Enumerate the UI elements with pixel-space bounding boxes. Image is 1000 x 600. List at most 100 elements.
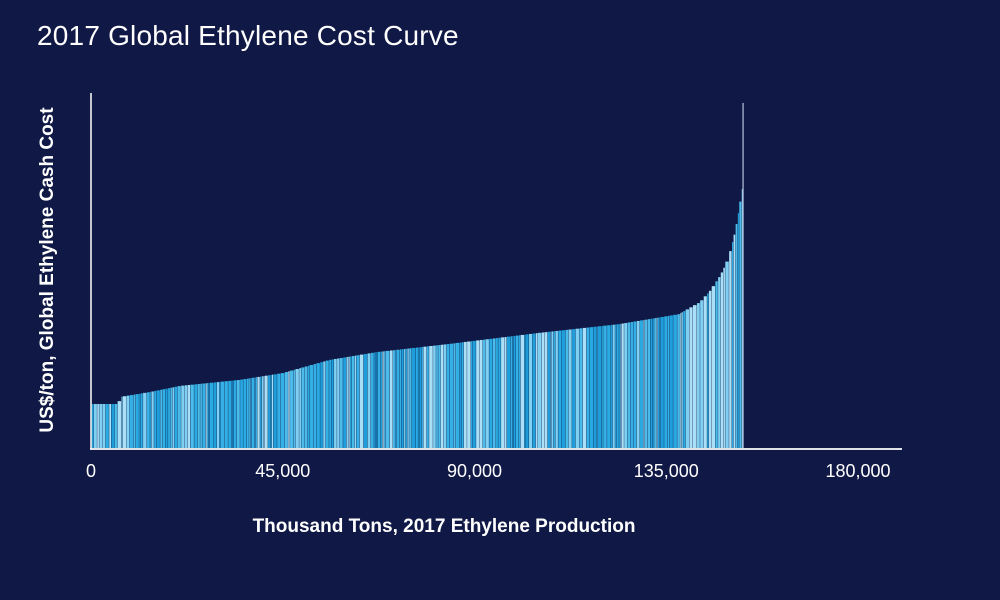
cost-bar: [114, 403, 118, 448]
cost-bar: [654, 318, 656, 448]
cost-bar: [433, 345, 436, 448]
cost-bar: [700, 300, 704, 448]
cost-bar: [261, 376, 264, 448]
cost-bar: [555, 330, 558, 448]
cost-bar: [264, 375, 268, 448]
cost-bar: [532, 333, 536, 448]
cost-bar: [551, 331, 554, 448]
cost-bar: [579, 328, 583, 448]
cost-bar: [228, 380, 232, 448]
cost-bar: [93, 403, 97, 448]
cost-bar: [650, 318, 653, 448]
cost-bar: [524, 334, 526, 448]
cost-bar: [598, 326, 602, 448]
cost-bar: [273, 374, 277, 448]
cost-bar: [735, 223, 738, 448]
cost-bar: [316, 363, 320, 448]
cost-bar: [593, 326, 597, 448]
cost-bar: [621, 323, 624, 448]
cost-bar: [652, 318, 654, 448]
cost-bar: [739, 201, 742, 448]
cost-bar: [438, 345, 441, 448]
cost-bar: [627, 322, 631, 448]
cost-bar: [363, 353, 368, 448]
cost-bar: [187, 385, 191, 448]
cost-bar: [667, 315, 670, 448]
cost-bar: [658, 317, 660, 448]
cost-bar: [681, 312, 683, 448]
cost-bar: [325, 360, 329, 448]
cost-bar: [350, 356, 352, 448]
cost-bar: [240, 379, 243, 448]
cost-bar: [102, 403, 106, 448]
cost-bar: [423, 346, 427, 448]
cost-bar: [162, 389, 166, 448]
cost-bar: [254, 377, 256, 448]
cost-bar: [419, 347, 422, 448]
cost-bar: [395, 349, 397, 448]
cost-bar: [535, 333, 538, 448]
cost-bar: [135, 394, 139, 448]
cost-bar: [293, 369, 296, 448]
cost-bar: [479, 339, 483, 448]
cost-curve-bars: [91, 102, 744, 448]
cost-bar: [401, 349, 404, 448]
cost-bar: [415, 347, 418, 448]
cost-bar: [284, 372, 288, 448]
cost-bar: [537, 332, 542, 448]
cost-bar: [664, 316, 668, 448]
cost-bar: [498, 337, 501, 448]
cost-bar: [568, 329, 572, 448]
cost-bar: [232, 380, 234, 448]
cost-bar: [703, 296, 707, 448]
cost-bar: [249, 378, 251, 448]
cost-bar: [339, 357, 343, 448]
cost-bar: [290, 370, 294, 448]
cost-bar: [117, 401, 122, 448]
cost-bar: [323, 361, 326, 448]
cost-bar: [405, 348, 407, 448]
cost-bar: [122, 396, 127, 448]
chart-title: 2017 Global Ethylene Cost Curve: [37, 20, 459, 51]
cost-bar: [334, 358, 337, 448]
cost-bar: [603, 325, 607, 448]
cost-bar: [680, 313, 682, 448]
cost-bar: [589, 327, 594, 448]
cost-bar: [693, 305, 697, 448]
cost-bar: [177, 386, 181, 448]
cost-bar: [409, 348, 412, 448]
cost-bar: [607, 325, 611, 448]
cost-bar: [601, 325, 603, 448]
cost-bar: [348, 356, 350, 448]
cost-bar: [547, 331, 551, 448]
cost-bar: [426, 346, 429, 448]
cost-bar: [200, 383, 202, 448]
cost-bar: [619, 324, 621, 448]
cost-bar: [513, 335, 516, 448]
cost-bar: [636, 320, 640, 448]
cost-bar: [449, 343, 454, 448]
cost-bar: [105, 403, 109, 448]
cost-bar: [677, 314, 680, 448]
cost-bar: [389, 350, 393, 448]
cost-bar: [151, 391, 154, 448]
cost-bar: [504, 336, 507, 448]
cost-bar: [288, 371, 290, 448]
cost-bar: [129, 395, 134, 448]
cost-bar: [492, 338, 496, 448]
cost-bar: [337, 358, 340, 448]
cost-bar: [220, 381, 225, 448]
cost-bar: [421, 346, 424, 448]
cost-bar: [461, 342, 464, 448]
x-axis-label: Thousand Tons, 2017 Ethylene Production: [252, 516, 636, 537]
cost-bar: [304, 366, 308, 448]
cost-bar: [377, 351, 381, 448]
cost-bar: [263, 376, 265, 448]
cost-bar: [376, 352, 378, 448]
cost-bar: [575, 328, 580, 448]
cost-bar: [174, 386, 178, 448]
cost-bar: [471, 341, 473, 448]
cost-bar: [520, 334, 525, 448]
cost-bar: [382, 351, 384, 448]
cost-bar: [561, 330, 566, 448]
